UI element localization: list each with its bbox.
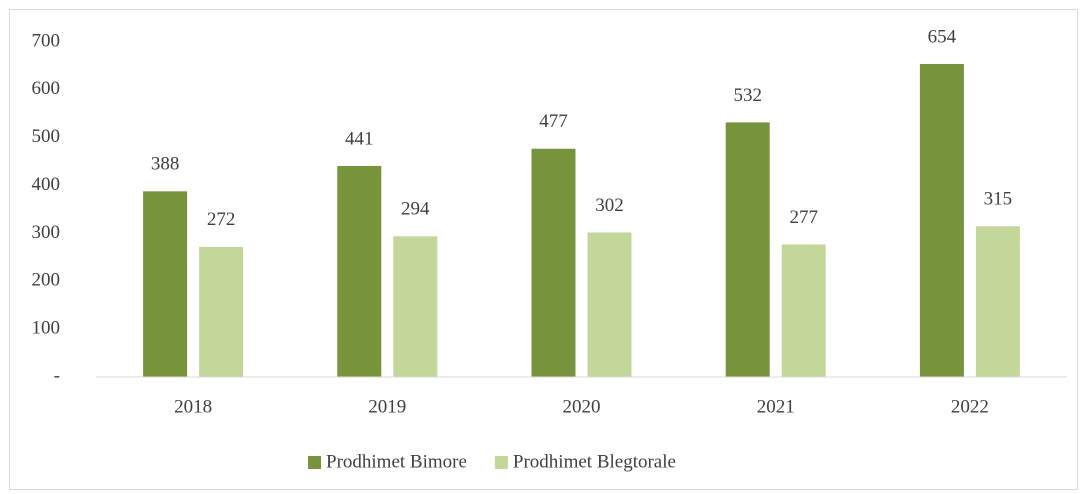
y-tick-label: 600	[32, 78, 61, 99]
legend-swatch	[494, 456, 508, 469]
x-tick-label: 2018	[174, 396, 212, 417]
y-tick-label: 100	[32, 318, 61, 339]
legend-swatch	[308, 456, 321, 469]
bar	[587, 232, 632, 377]
value-label: 654	[928, 26, 957, 47]
bar	[337, 165, 382, 377]
y-tick-label: 400	[32, 174, 61, 195]
value-label: 302	[595, 195, 624, 216]
value-label: 277	[789, 207, 818, 228]
x-tick-label: 2020	[563, 396, 601, 417]
bar	[531, 148, 576, 377]
y-tick-label: 200	[32, 270, 61, 291]
bar	[725, 122, 770, 378]
legend-label: Prodhimet Blegtorale	[513, 451, 676, 472]
y-tick-label: 300	[32, 222, 61, 243]
bar	[199, 246, 244, 377]
y-tick-label: 700	[32, 30, 61, 51]
y-tick-label: -	[54, 365, 60, 386]
bar	[393, 236, 438, 377]
y-tick-label: 500	[32, 126, 61, 147]
x-tick-label: 2019	[368, 396, 406, 417]
x-tick-label: 2021	[757, 396, 795, 417]
value-label: 388	[151, 154, 180, 175]
bar	[975, 226, 1020, 377]
value-label: 441	[345, 128, 374, 149]
value-label: 272	[207, 209, 236, 230]
bar	[919, 64, 964, 377]
bar	[781, 244, 826, 377]
legend-label: Prodhimet Bimore	[326, 451, 467, 472]
x-tick-label: 2022	[951, 396, 989, 417]
value-label: 315	[984, 189, 1013, 210]
value-label: 477	[539, 111, 568, 132]
value-label: 294	[401, 199, 430, 220]
bar	[143, 191, 188, 377]
value-label: 532	[733, 85, 762, 106]
